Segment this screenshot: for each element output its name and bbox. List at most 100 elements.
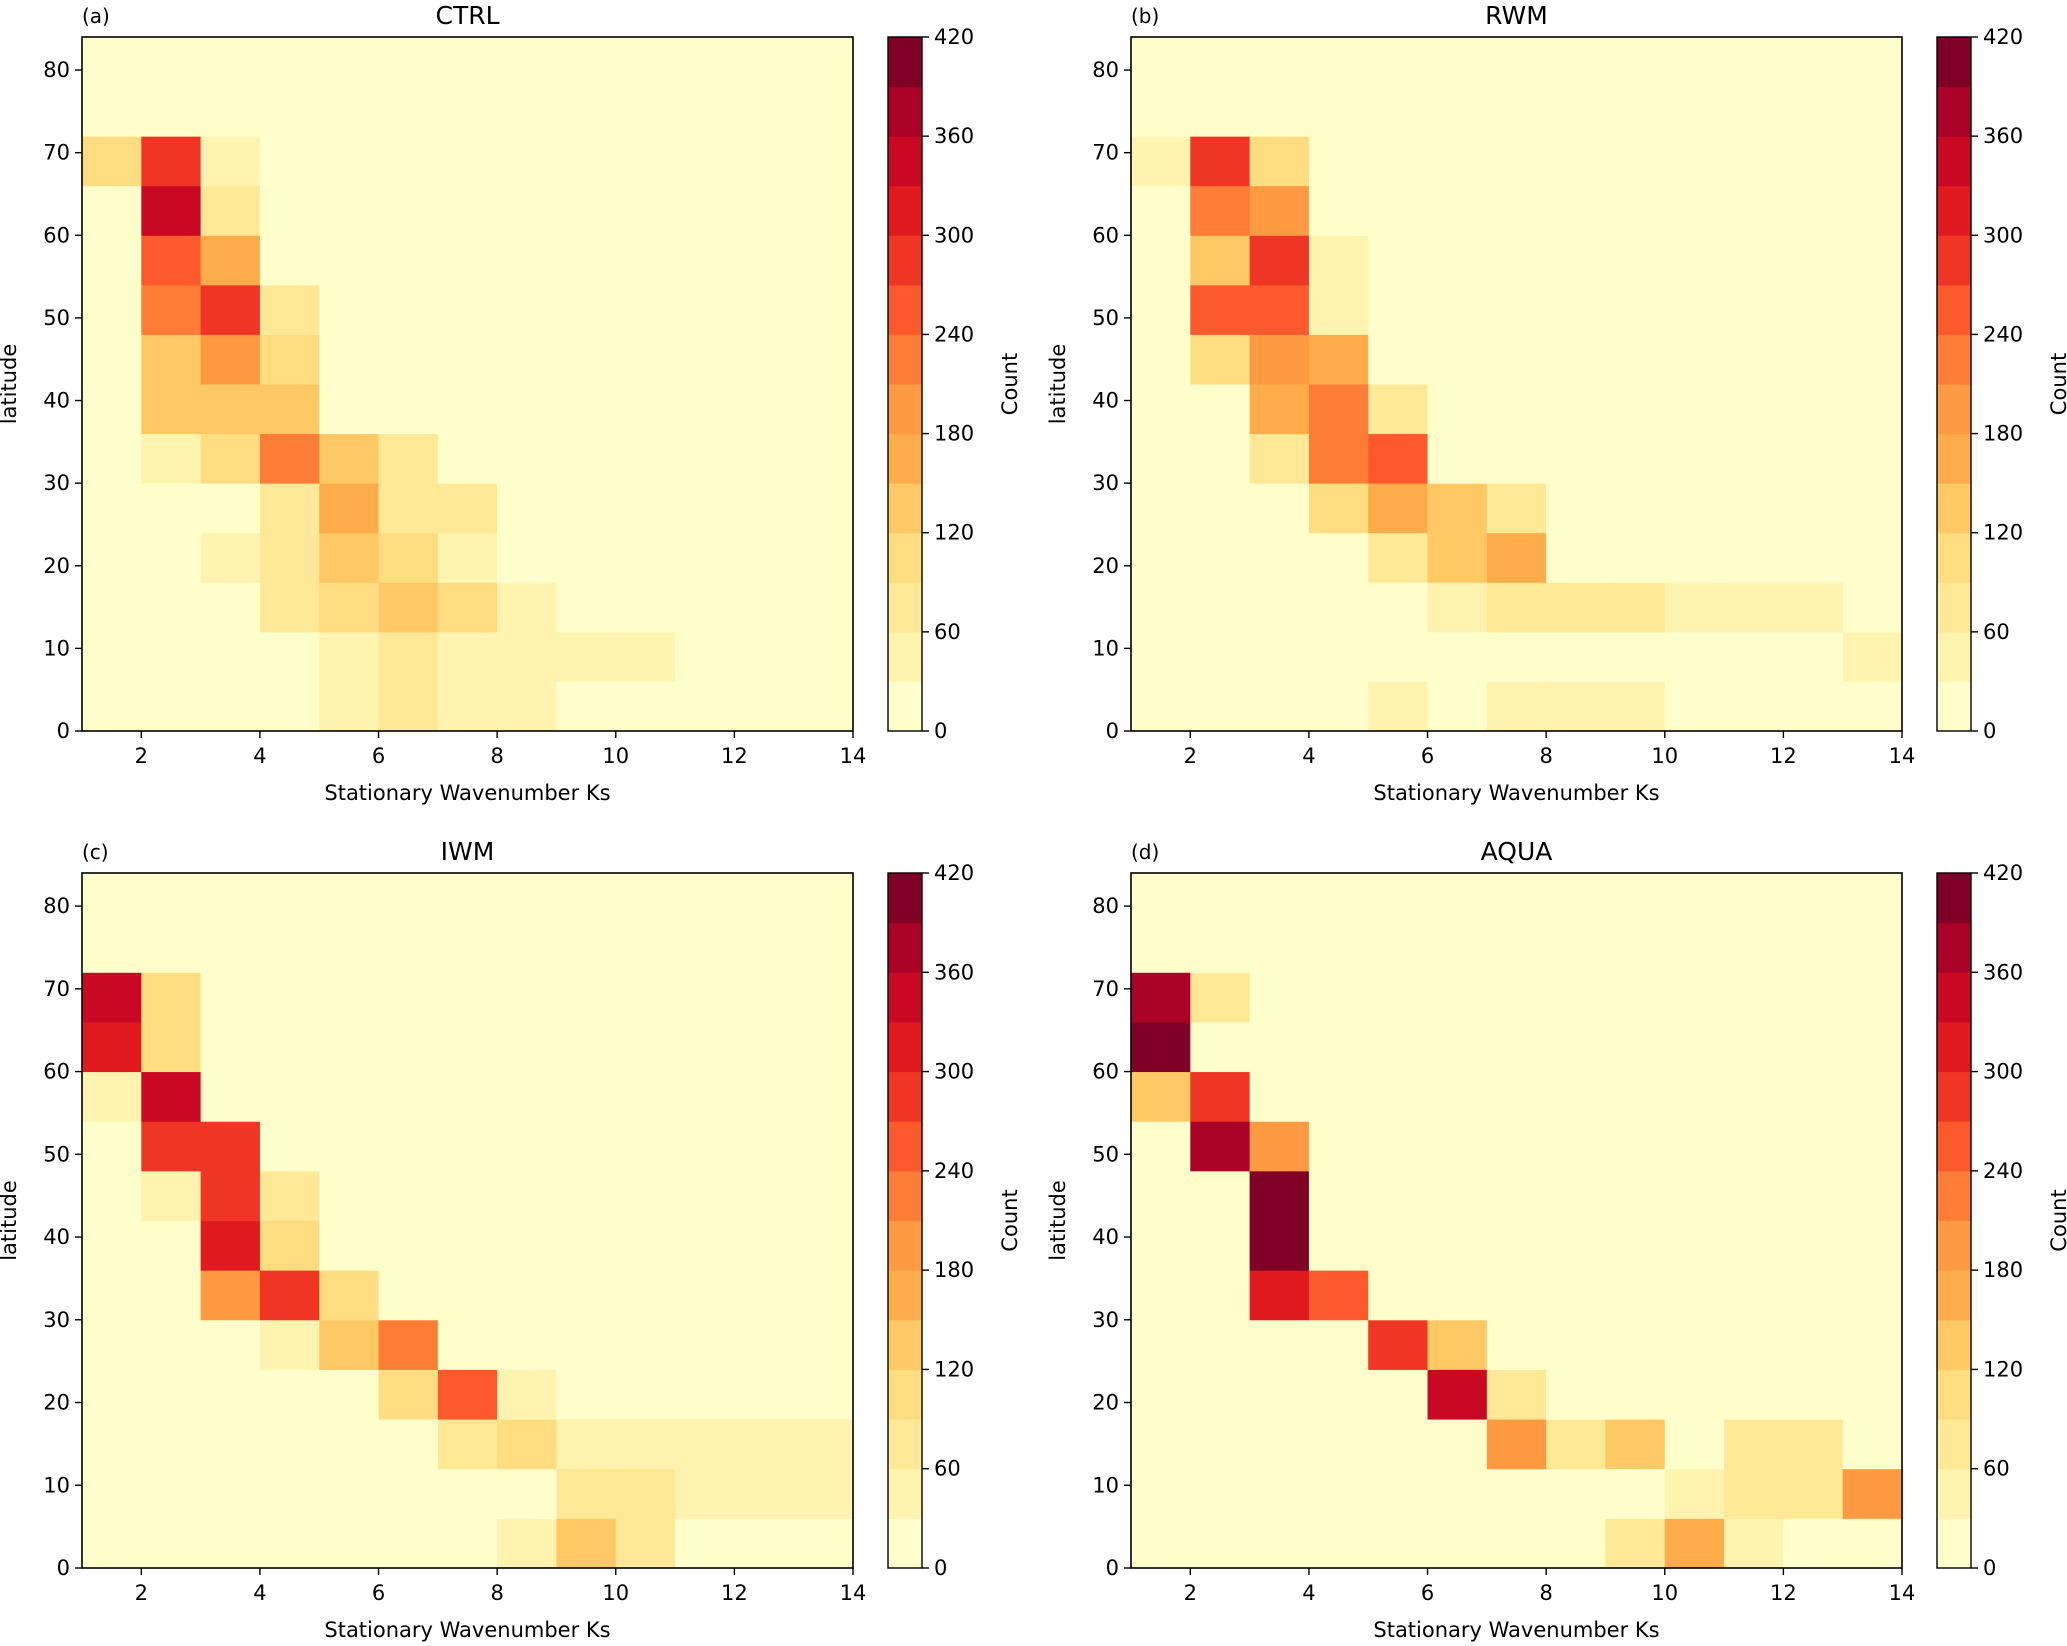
heatmap-cell [319,483,380,534]
heatmap-cell [1249,532,1310,583]
heatmap-cell [319,185,380,236]
heatmap-cell [793,532,854,583]
heatmap-cell [1131,681,1191,732]
heatmap-cell [82,1021,142,1073]
heatmap-cell [615,1170,676,1221]
x-tick-label: 14 [1889,1581,1916,1605]
heatmap-cell [1546,1021,1606,1073]
heatmap-cell [1190,922,1251,973]
heatmap-cell [1605,1369,1666,1420]
heatmap-cell [1842,1319,1903,1370]
heatmap-cell [734,235,795,286]
x-tick-label: 2 [135,1581,148,1605]
heatmap-cell [1190,873,1251,924]
heatmap-cell [1249,681,1310,732]
heatmap-cell [437,1419,498,1470]
heatmap-cell [497,433,557,484]
heatmap-cell [1190,483,1251,534]
heatmap-cell [259,631,320,682]
heatmap-cell [1605,1071,1666,1122]
heatmap-cell [1427,1518,1488,1569]
y-tick-label: 70 [1092,977,1119,1001]
heatmap-cell [1546,284,1606,335]
heatmap-cell [259,1270,320,1321]
heatmap-cell [200,1319,261,1370]
heatmap-cell [734,86,795,137]
heatmap-cell [1546,1369,1606,1420]
heatmap-cell [675,1518,735,1569]
heatmap-cell [1486,1121,1547,1172]
heatmap-cell [437,1468,498,1519]
heatmap-cell [1605,873,1666,924]
heatmap-cell [1308,37,1369,88]
heatmap-cell [378,582,439,633]
heatmap-cell [319,86,380,137]
heatmap-cell [734,37,795,88]
heatmap-cell [1427,284,1488,335]
heatmap-cell [1427,136,1488,187]
colorbar-segment [1937,972,1971,1023]
heatmap-cell [1249,972,1310,1023]
heatmap-cell [1842,86,1903,137]
heatmap-cell [497,1419,557,1470]
heatmap-cell [734,433,795,484]
heatmap-cell [1131,922,1191,973]
heatmap-cell [556,1170,617,1221]
heatmap-cell [1842,37,1903,88]
heatmap-cell [1664,582,1725,633]
panel-aqua: 2 4 6 8 10 12 14 0 10 20 30 40 50 60 70 80 Stationary Wa… [1046,837,2067,1642]
heatmap-cell [1546,1170,1606,1221]
heatmap-cell [1486,582,1547,633]
heatmap-cell [1783,1369,1844,1420]
heatmap-cell [200,334,261,385]
heatmap-cell [259,235,320,286]
heatmap-cell [200,284,261,335]
heatmap-cell [615,1369,676,1420]
colorbar-segment [888,86,922,137]
heatmap-cell [734,384,795,435]
heatmap-cell [1486,1369,1547,1420]
heatmap-cell [734,972,795,1023]
heatmap-cell [437,136,498,187]
heatmap-cell [437,873,498,924]
heatmap-cell [1546,532,1606,583]
heatmap-cell [1427,1071,1488,1122]
heatmap-cell [259,483,320,534]
heatmap-cell [1842,972,1903,1023]
heatmap-cell [497,185,557,236]
heatmap-cell [497,1021,557,1073]
colorbar-tick-label: 240 [1983,1159,2023,1183]
heatmap-cell [1190,1270,1251,1321]
heatmap-cell [1368,384,1429,435]
heatmap-cell [1605,334,1666,385]
heatmap-cell [141,1270,202,1321]
heatmap-cell [1546,972,1606,1023]
heatmap-cell [1842,1021,1903,1073]
heatmap-cell [734,1369,795,1420]
heatmap-cell [615,1319,676,1370]
heatmap-cell [1842,681,1903,732]
colorbar-segment [888,284,922,335]
colorbar-segment [1937,483,1971,534]
heatmap-cell [1368,1170,1429,1221]
colorbar-segment [888,1468,922,1519]
heatmap-cell [378,1220,439,1271]
heatmap-cell [793,1419,854,1470]
heatmap-cell [1605,972,1666,1023]
heatmap-cell [1486,1518,1547,1569]
heatmap-cell [1427,1419,1488,1470]
heatmap-cell [1724,433,1784,484]
heatmap-cell [1724,136,1784,187]
heatmap-cell [1131,384,1191,435]
heatmap-cell [1131,972,1191,1023]
heatmap-cell [497,922,557,973]
heatmap-cell [734,681,795,732]
heatmap-cell [1842,532,1903,583]
heatmap-cell [675,1071,735,1122]
heatmap-cell [319,433,380,484]
heatmap-cell [675,1121,735,1172]
heatmap-cell [793,1270,854,1321]
heatmap-cell [259,532,320,583]
heatmap-cell [141,631,202,682]
colorbar-segment [1937,1170,1971,1221]
